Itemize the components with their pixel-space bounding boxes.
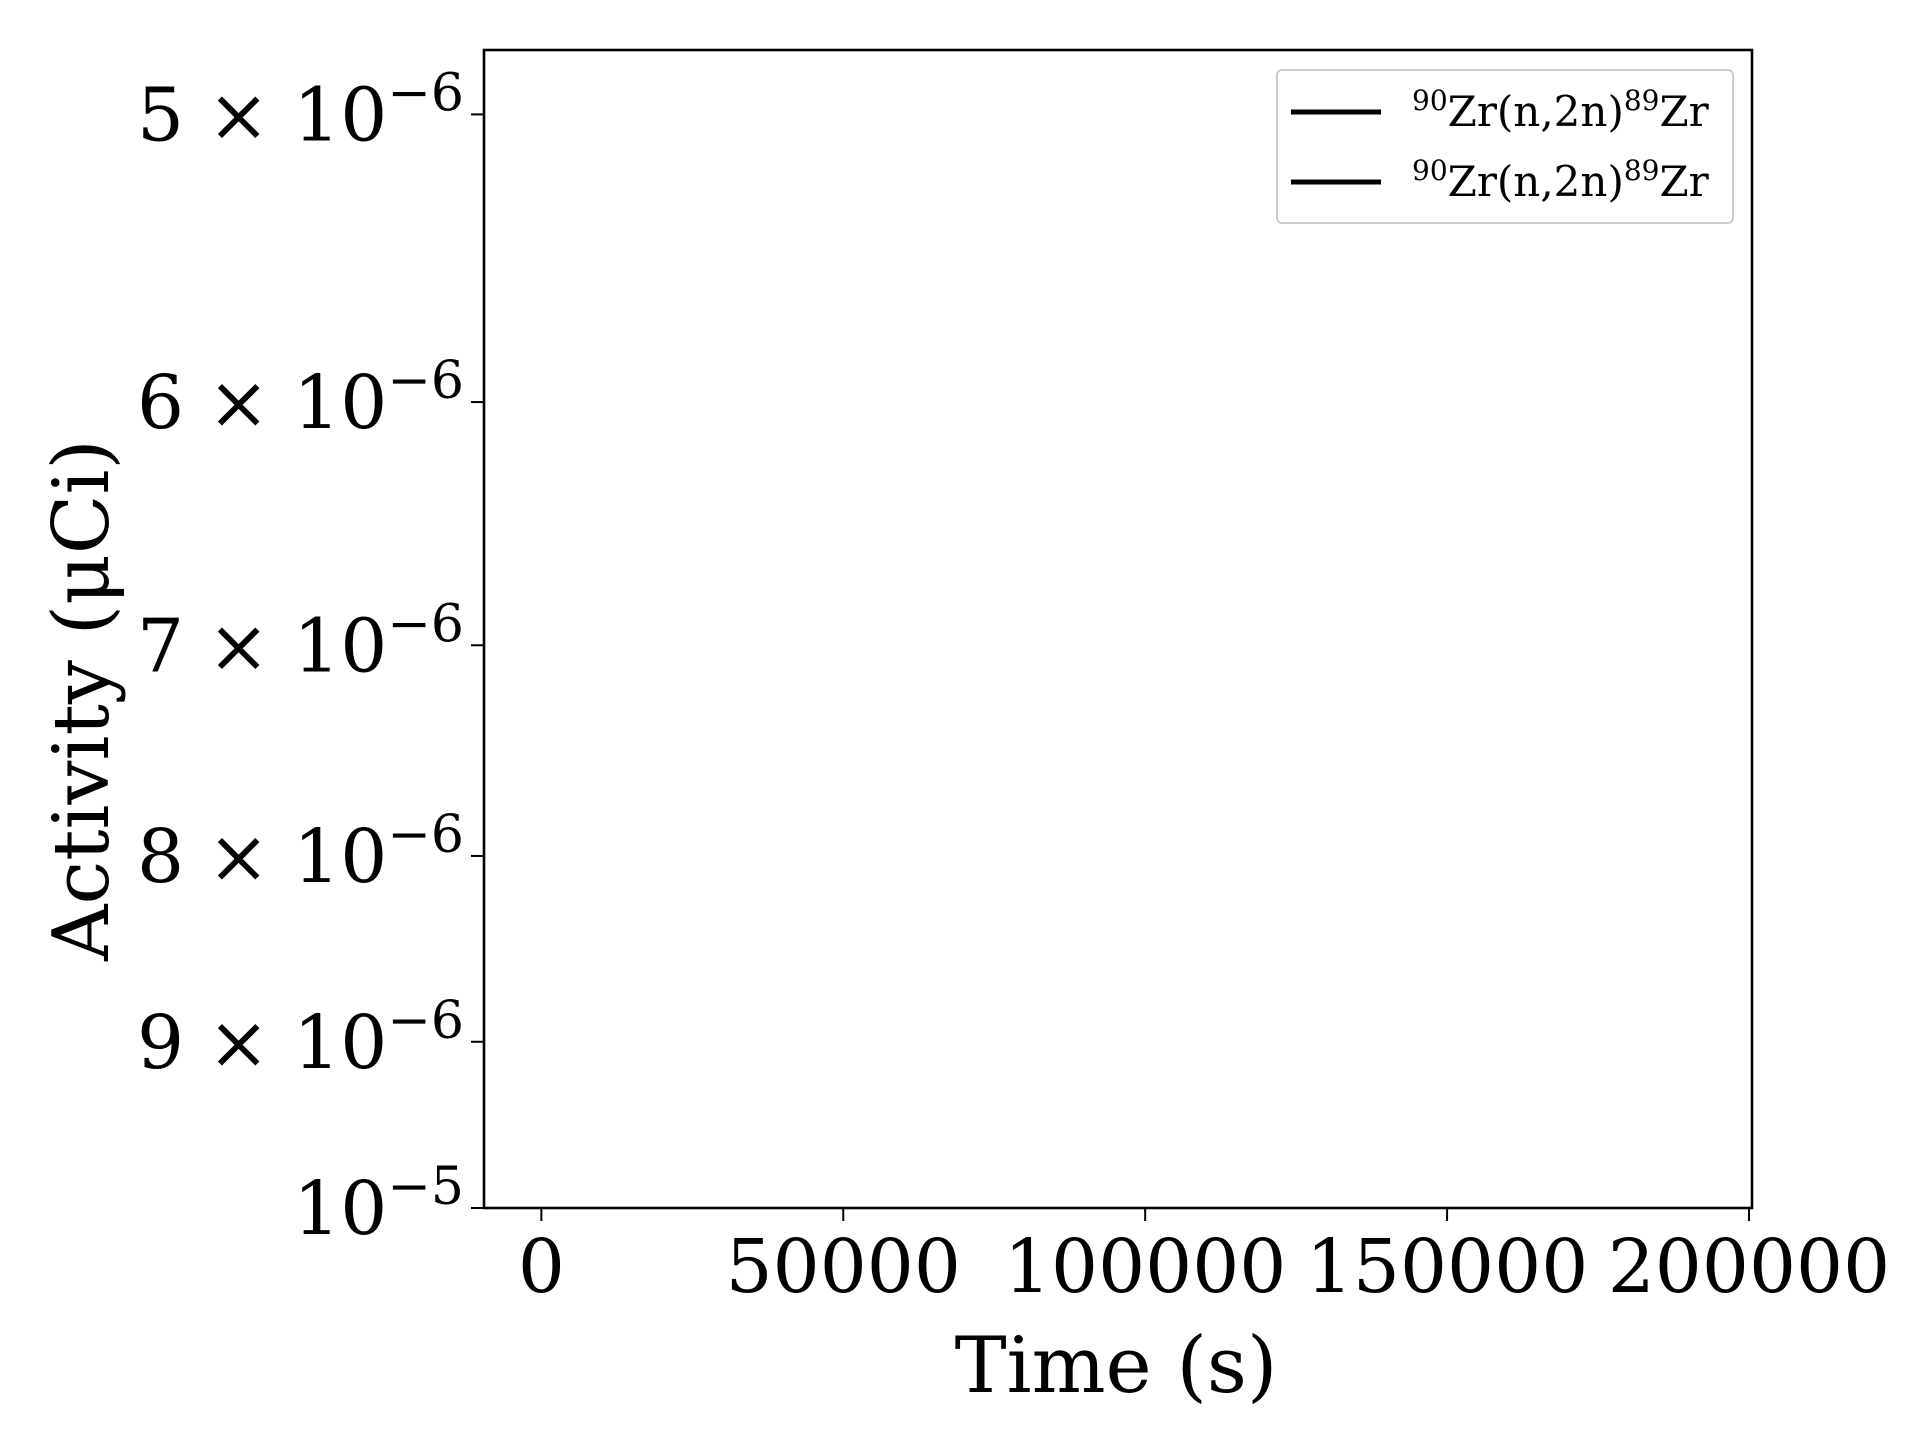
y-tick-label: 8 × 10−6 (137, 805, 464, 900)
legend-box (1276, 69, 1734, 224)
legend: 90Zr(n,2n)89Zr 90Zr(n,2n)89Zr (1276, 69, 1734, 224)
y-axis: 5 × 10−6 6 × 10−6 7 × 10−6 8 × 10−6 9 × 10−6… (137, 63, 484, 1252)
x-tick-label: 150000 (1306, 1224, 1589, 1310)
y-tick-label: 7 × 10−6 (137, 594, 464, 689)
x-tick-label: 200000 (1608, 1224, 1891, 1310)
y-tick-label: 10−5 (293, 1157, 464, 1252)
x-tick-label: 100000 (1004, 1224, 1287, 1310)
x-axis: 0 50000 100000 150000 200000 (518, 1208, 1890, 1310)
x-tick-label: 0 (518, 1224, 565, 1310)
plot-area (482, 48, 1754, 1210)
y-tick-label: 6 × 10−6 (137, 351, 464, 446)
x-axis-label: Time (s) (955, 1321, 1278, 1411)
legend-label-2: 90Zr(n,2n)89Zr (1412, 154, 1710, 206)
y-axis-label: Activity (μCi) (37, 439, 127, 962)
legend-label-1: 90Zr(n,2n)89Zr (1412, 84, 1710, 136)
plot-frame (482, 48, 1754, 1210)
y-tick-label: 5 × 10−6 (137, 63, 464, 158)
y-tick-label: 9 × 10−6 (137, 991, 464, 1086)
x-tick-label: 50000 (726, 1224, 961, 1310)
